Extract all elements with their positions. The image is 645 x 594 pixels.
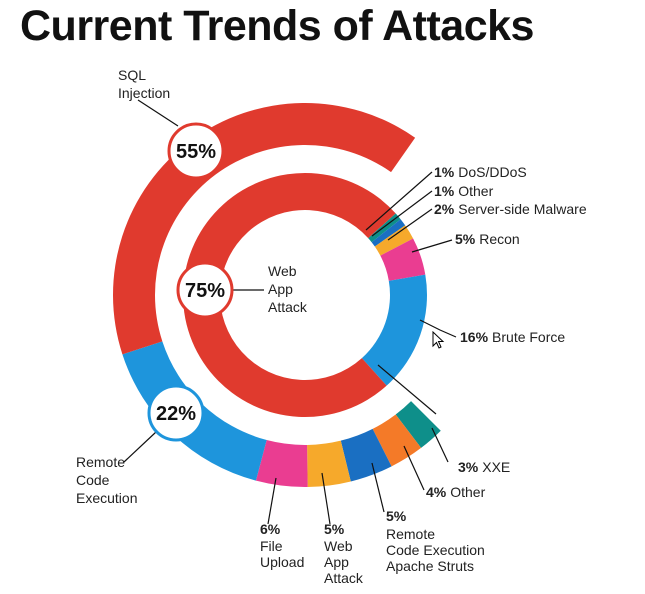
label-struts-line3: Apache Struts xyxy=(386,558,474,574)
inner-slice-server-side-malware xyxy=(374,225,414,256)
inner-slice-other xyxy=(371,219,406,247)
leader-recon xyxy=(411,239,453,253)
label-webapp-inner-line2: App xyxy=(268,281,293,297)
label-other-1: 1% Other xyxy=(434,183,494,199)
label-recon: 5% Recon xyxy=(455,231,520,247)
chart-title: Current Trends of Attacks xyxy=(20,2,534,50)
label-web-app-attack-outer: 5% Web App Attack xyxy=(324,521,364,586)
label-webapp-outer-line3: Attack xyxy=(324,570,364,586)
label-dos-text: DoS/DDoS xyxy=(458,164,526,180)
label-malware-text: Server-side Malware xyxy=(458,201,587,217)
badge-webapp-value: 75% xyxy=(185,280,225,302)
outer-slice-xxe xyxy=(395,401,441,448)
leader-malware xyxy=(387,208,433,241)
label-xxe-pct: 3% xyxy=(458,459,479,475)
label-server-side-malware: 2% Server-side Malware xyxy=(434,201,587,217)
label-other4-pct: 4% xyxy=(426,484,447,500)
leader-dos xyxy=(365,171,433,231)
leader-brute-force xyxy=(419,319,457,338)
leader-lines xyxy=(123,99,457,525)
leader-rce xyxy=(123,431,157,463)
label-file-upload: 6% File Upload xyxy=(260,521,304,570)
label-upload-line2: Upload xyxy=(260,554,304,570)
outer-slice-file-upload xyxy=(255,440,308,487)
label-webapp-outer-pct: 5% xyxy=(324,521,345,537)
label-webapp-outer-line2: App xyxy=(324,554,349,570)
label-webapp-inner-line3: Attack xyxy=(268,299,308,315)
inner-ring xyxy=(182,172,427,417)
label-webapp-outer-line1: Web xyxy=(324,538,353,554)
label-other-4: 4% Other xyxy=(426,484,486,500)
label-other4-text: Other xyxy=(450,484,485,500)
label-recon-pct: 5% xyxy=(455,231,476,247)
label-upload-line1: File xyxy=(260,538,283,554)
label-brute-text: Brute Force xyxy=(492,329,565,345)
label-other1-pct: 1% xyxy=(434,183,455,199)
inner-slice-recon xyxy=(380,238,426,281)
label-struts-line2: Code Execution xyxy=(386,542,485,558)
leader-split xyxy=(377,364,437,415)
label-dos-ddos: 1% DoS/DDoS xyxy=(434,164,527,180)
badge-sql-value: 55% xyxy=(176,141,216,163)
label-struts-line1: Remote xyxy=(386,526,435,542)
leader-web-app-outer xyxy=(321,472,331,525)
label-dos-pct: 1% xyxy=(434,164,455,180)
mouse-cursor-icon xyxy=(432,331,445,349)
label-xxe-text: XXE xyxy=(482,459,510,475)
leader-other-1 xyxy=(371,190,433,237)
badge-sql-injection: 55% xyxy=(167,122,225,180)
badge-remote-code-execution: 22% xyxy=(147,384,205,442)
label-malware-pct: 2% xyxy=(434,201,455,217)
leader-sql xyxy=(137,99,179,127)
inner-slice-brute-force xyxy=(361,274,427,386)
label-sql-line1: SQL xyxy=(118,67,146,83)
label-xxe: 3% XXE xyxy=(458,459,510,475)
leader-other-4 xyxy=(403,445,425,491)
label-web-app-attack-inner: Web App Attack xyxy=(268,263,308,315)
label-webapp-inner-line1: Web xyxy=(268,263,297,279)
label-recon-text: Recon xyxy=(479,231,519,247)
leader-xxe xyxy=(431,427,449,463)
label-sql-injection: SQL Injection xyxy=(118,67,170,101)
label-rce-line2: Code xyxy=(76,472,110,488)
leader-file-upload xyxy=(267,477,277,525)
label-struts-pct: 5% xyxy=(386,508,407,524)
label-rce-line3: Execution xyxy=(76,490,137,506)
outer-slice-remote-code-execution-apache-struts xyxy=(340,428,392,482)
label-remote-code-execution: Remote Code Execution xyxy=(76,454,137,506)
outer-slice-other xyxy=(372,414,422,467)
label-rce-apache-struts: 5% Remote Code Execution Apache Struts xyxy=(386,508,489,574)
label-upload-pct: 6% xyxy=(260,521,281,537)
badge-web-app-attack: 75% xyxy=(176,261,234,319)
outer-slice-web-app-attack xyxy=(307,440,351,487)
inner-slice-web-app-attack xyxy=(182,172,396,417)
label-sql-line2: Injection xyxy=(118,85,170,101)
label-rce-line1: Remote xyxy=(76,454,125,470)
badge-rce-value: 22% xyxy=(156,403,196,425)
leader-struts xyxy=(371,462,385,513)
label-brute-force: 16% Brute Force xyxy=(460,329,565,345)
label-other1-text: Other xyxy=(458,183,493,199)
label-brute-pct: 16% xyxy=(460,329,489,345)
